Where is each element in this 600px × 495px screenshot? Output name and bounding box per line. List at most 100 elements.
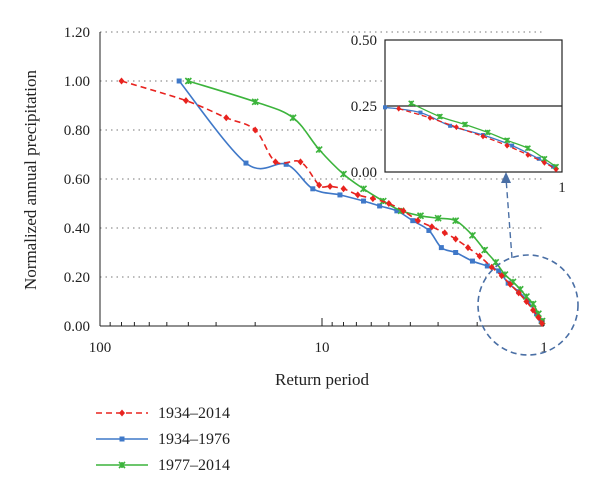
data-point: [182, 97, 189, 105]
data-point: [504, 137, 511, 144]
data-point: [434, 214, 442, 222]
data-point: [535, 313, 542, 321]
data-point: [469, 258, 475, 264]
data-point: [448, 123, 453, 128]
zoom-arrowhead: [501, 172, 511, 183]
zoom-circle: [477, 254, 579, 356]
data-point: [394, 208, 400, 214]
data-point: [396, 105, 402, 112]
data-point: [452, 235, 459, 243]
series-1977–2014: [184, 77, 546, 325]
data-point: [523, 298, 530, 305]
data-point: [377, 203, 383, 209]
x-tick-label: 10: [315, 340, 330, 356]
data-point: [337, 192, 343, 198]
y-tick-label: 0.00: [64, 319, 90, 335]
data-point: [525, 151, 531, 158]
data-point: [452, 217, 460, 225]
data-point: [416, 212, 425, 220]
data-point: [453, 124, 459, 131]
axes: 0.00 0.20 0.40 0.60 0.80 1.00 1.20 100 10 1: [64, 25, 548, 356]
data-point: [441, 229, 448, 237]
data-point: [480, 133, 486, 140]
legend-item: 1977–2014: [96, 457, 230, 474]
data-point: [383, 105, 387, 110]
legend-label: 1977–2014: [158, 457, 230, 474]
y-tick-label: 1.00: [64, 74, 90, 90]
data-point: [453, 250, 459, 255]
data-point: [243, 160, 249, 166]
data-series: [118, 77, 546, 328]
data-point: [428, 223, 435, 231]
data-point: [529, 300, 537, 308]
data-point: [436, 113, 443, 120]
data-point: [468, 231, 477, 239]
data-point: [316, 181, 323, 189]
data-point: [530, 306, 537, 314]
data-point: [408, 100, 415, 107]
legend: 1934–2014 1934–1976 1977–2014: [96, 405, 230, 474]
zoom-arrow-line: [505, 177, 513, 259]
data-point: [361, 198, 367, 204]
data-point: [541, 159, 547, 166]
y-tick-label: 0.40: [64, 221, 90, 237]
data-point: [510, 143, 515, 148]
legend-item: 1934–2014: [96, 405, 230, 422]
data-point: [385, 200, 392, 207]
data-point: [315, 146, 323, 154]
x-tick-label: 100: [89, 340, 112, 356]
data-point: [119, 436, 125, 442]
data-point: [289, 114, 297, 122]
legend-label: 1934–1976: [158, 431, 230, 448]
data-point: [488, 263, 495, 271]
data-point: [496, 268, 502, 274]
data-point: [414, 217, 421, 225]
data-point: [251, 98, 259, 106]
data-point: [340, 185, 347, 193]
data-point: [119, 409, 125, 417]
inset-x-tick-label: 1: [558, 180, 566, 196]
data-point: [504, 142, 510, 149]
zoom-callout: [477, 172, 579, 356]
inset-y-tick-label: 0.25: [351, 99, 377, 115]
data-point: [484, 129, 491, 136]
data-point: [223, 114, 230, 122]
data-point: [539, 320, 546, 328]
data-point: [484, 263, 490, 269]
inset-series-1934–2014: [396, 105, 559, 173]
data-point: [359, 185, 368, 193]
data-point: [339, 170, 348, 178]
data-point: [369, 195, 376, 203]
series-1934–2014: [118, 77, 546, 328]
data-point: [272, 158, 279, 166]
data-point: [118, 461, 126, 469]
y-tick-label: 0.80: [64, 123, 90, 139]
data-point: [297, 158, 304, 166]
inset-panel: 0.00 0.25 0.50 1: [351, 33, 566, 196]
data-point: [283, 161, 289, 167]
y-tick-label: 1.20: [64, 25, 90, 41]
data-point: [400, 207, 407, 215]
data-point: [515, 289, 522, 297]
data-point: [553, 166, 559, 173]
data-point: [176, 78, 182, 84]
y-tick-label: 0.20: [64, 270, 90, 286]
data-point: [426, 227, 432, 233]
data-point: [438, 245, 444, 251]
y-axis-title: Normalized annual precipitation: [21, 70, 40, 290]
data-point: [184, 77, 192, 85]
data-point: [507, 280, 514, 288]
x-tick-label: 1: [540, 340, 548, 356]
inset-series-1977–2014: [408, 100, 560, 170]
inset-y-tick-label: 0.00: [351, 165, 377, 181]
data-point: [524, 145, 531, 152]
legend-item: 1934–1976: [96, 431, 230, 448]
data-point: [551, 164, 556, 169]
data-point: [327, 182, 334, 190]
data-point: [481, 246, 489, 254]
data-point: [410, 218, 416, 224]
data-point: [498, 272, 505, 280]
y-tick-label: 0.60: [64, 172, 90, 188]
x-axis-title: Return period: [275, 370, 369, 389]
